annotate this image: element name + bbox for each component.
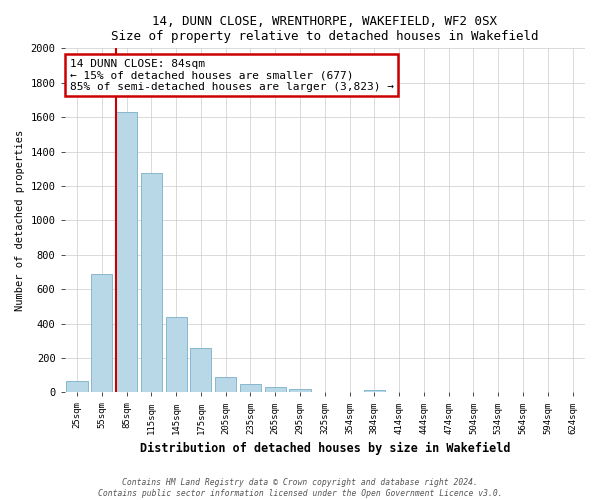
Title: 14, DUNN CLOSE, WRENTHORPE, WAKEFIELD, WF2 0SX
Size of property relative to deta: 14, DUNN CLOSE, WRENTHORPE, WAKEFIELD, W… [111,15,539,43]
X-axis label: Distribution of detached houses by size in Wakefield: Distribution of detached houses by size … [140,442,510,455]
Bar [67,381,88,392]
Bar [265,387,286,392]
Y-axis label: Number of detached properties: Number of detached properties [15,130,25,311]
Bar [116,112,137,392]
Bar [141,173,162,392]
Bar [215,377,236,392]
Bar [166,318,187,392]
Text: Contains HM Land Registry data © Crown copyright and database right 2024.
Contai: Contains HM Land Registry data © Crown c… [98,478,502,498]
Text: 14 DUNN CLOSE: 84sqm
← 15% of detached houses are smaller (677)
85% of semi-deta: 14 DUNN CLOSE: 84sqm ← 15% of detached h… [70,58,394,92]
Bar [190,348,211,393]
Bar [240,384,261,392]
Bar [364,390,385,392]
Bar [91,274,112,392]
Bar [289,389,311,392]
